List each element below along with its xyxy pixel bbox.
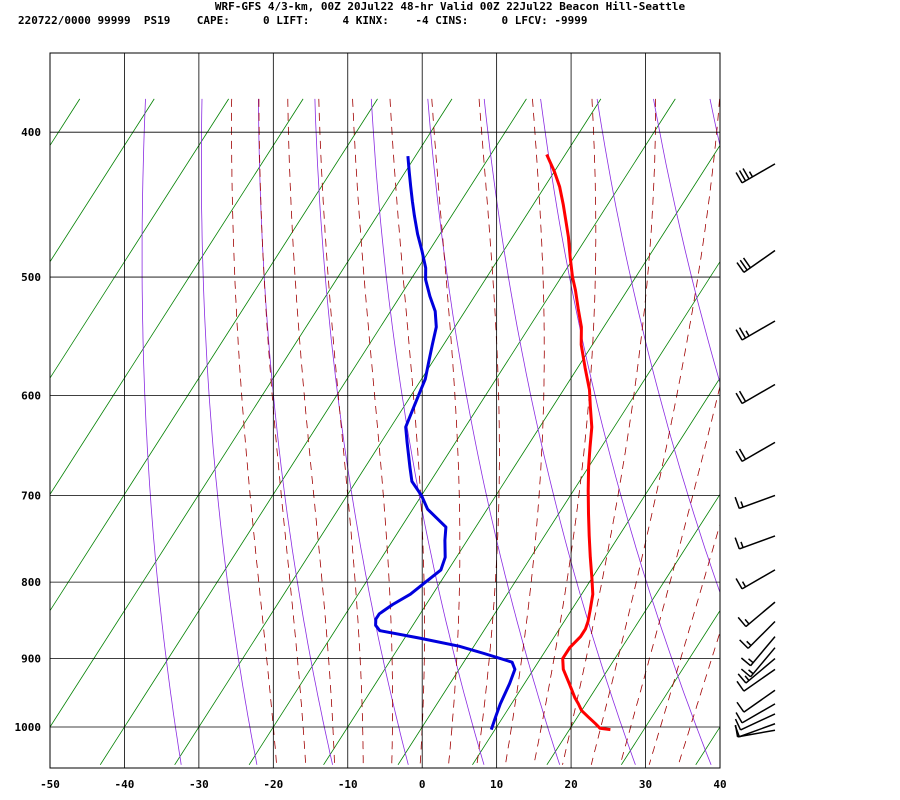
wind-barb <box>735 383 776 405</box>
temperature-profile-line <box>545 153 611 732</box>
isotherm-line <box>472 377 720 766</box>
isotherm-line <box>50 98 378 612</box>
isotherm-line <box>620 609 720 766</box>
moist-adiabat-line <box>231 98 277 765</box>
dry-adiabat-line <box>823 99 900 765</box>
dry-adiabat-line <box>427 98 561 765</box>
thermo-background-lines <box>0 98 900 766</box>
y-tick-label: 800 <box>21 576 41 589</box>
wind-barb <box>734 713 776 731</box>
moist-adiabat-line <box>619 384 720 765</box>
grid-lines <box>49 53 721 768</box>
chart-title: WRF-GFS 4/3-km, 00Z 20Jul22 48-hr Valid … <box>214 0 686 13</box>
wind-barb <box>737 601 776 628</box>
isotherm-line <box>248 98 676 766</box>
isotherm-line <box>174 98 602 766</box>
wind-barb <box>740 636 776 667</box>
moist-adiabat-line <box>476 98 500 765</box>
y-tick-label: 600 <box>21 389 41 402</box>
moist-adiabat-line <box>287 98 335 765</box>
isotherm-line <box>50 98 155 263</box>
x-tick-label: -10 <box>338 778 358 791</box>
dry-adiabat-line <box>200 98 258 765</box>
y-tick-label: 900 <box>21 653 41 666</box>
y-tick-label: 1000 <box>15 721 42 734</box>
y-tick-label: 500 <box>21 271 41 284</box>
isotherm-line <box>50 98 229 379</box>
moist-adiabat-line <box>562 98 656 765</box>
dry-adiabat-line <box>709 98 720 148</box>
sounding-profiles <box>374 153 611 732</box>
x-tick-label: -20 <box>263 778 283 791</box>
axis-tick-labels: -50 -40 -30 -20 -10 0 10 20 30 40 400 500 600 700 800 9… <box>15 126 727 791</box>
isotherm-line <box>770 99 900 765</box>
moist-adiabat-line <box>352 98 394 765</box>
wind-barb <box>734 535 776 550</box>
dry-adiabat-line <box>258 98 333 765</box>
moist-adiabat-line <box>504 98 545 765</box>
wind-barb <box>736 249 776 273</box>
dry-adiabat-line <box>483 98 636 765</box>
wind-barb <box>739 620 776 649</box>
isotherm-line <box>695 726 720 766</box>
x-tick-label: -50 <box>40 778 60 791</box>
dewpoint-profile-line <box>374 155 517 731</box>
moist-adiabat-line <box>533 98 597 765</box>
dry-adiabat-line <box>596 98 720 594</box>
sounding-indices: 220722/0000 99999 PS19 CAPE: 0 LIFT: 4 K… <box>18 14 588 27</box>
wind-barb <box>737 658 776 684</box>
isotherm-line <box>99 98 527 766</box>
isotherm-line <box>50 98 304 496</box>
dry-adiabat-line <box>314 98 409 765</box>
x-tick-label: 40 <box>713 778 726 791</box>
dry-adiabat-line <box>653 98 720 385</box>
y-tick-label: 400 <box>21 126 41 139</box>
wind-barb <box>736 689 776 713</box>
dry-adiabat-line <box>879 99 900 765</box>
wind-barb <box>734 494 776 510</box>
isotherm-line <box>845 99 900 765</box>
moist-adiabat-line <box>431 98 461 765</box>
moist-adiabat-line <box>318 98 364 765</box>
dry-adiabat-line <box>141 98 182 765</box>
dry-adiabat-line <box>766 99 900 765</box>
x-tick-label: 30 <box>639 778 652 791</box>
moist-adiabat-line <box>677 630 720 765</box>
isotherm-line <box>397 260 720 766</box>
moist-adiabat-line <box>258 98 307 765</box>
wind-barb <box>735 703 776 724</box>
dry-adiabat-line <box>540 98 712 765</box>
x-tick-label: 20 <box>564 778 577 791</box>
isotherm-line <box>50 98 453 728</box>
isotherm-line <box>323 144 720 766</box>
plot-frame <box>49 52 721 769</box>
wind-barb <box>736 668 776 692</box>
x-tick-label: -40 <box>115 778 135 791</box>
wind-barb <box>735 163 776 184</box>
y-tick-label: 700 <box>21 489 41 502</box>
wind-barb <box>735 569 776 590</box>
moist-adiabat-line <box>389 98 425 765</box>
wind-barbs <box>734 163 776 738</box>
wind-barb <box>734 724 776 738</box>
wind-barb <box>740 647 776 678</box>
moist-adiabat-line <box>648 523 720 765</box>
x-tick-label: -30 <box>189 778 209 791</box>
isotherm-line <box>546 493 720 766</box>
isotherm-line <box>0 99 5 765</box>
moist-adiabat-line <box>590 98 720 765</box>
x-tick-label: 0 <box>419 778 426 791</box>
x-tick-label: 10 <box>490 778 503 791</box>
wind-barb <box>735 320 776 341</box>
wind-barb <box>735 441 776 462</box>
dry-adiabat-line <box>370 98 485 765</box>
